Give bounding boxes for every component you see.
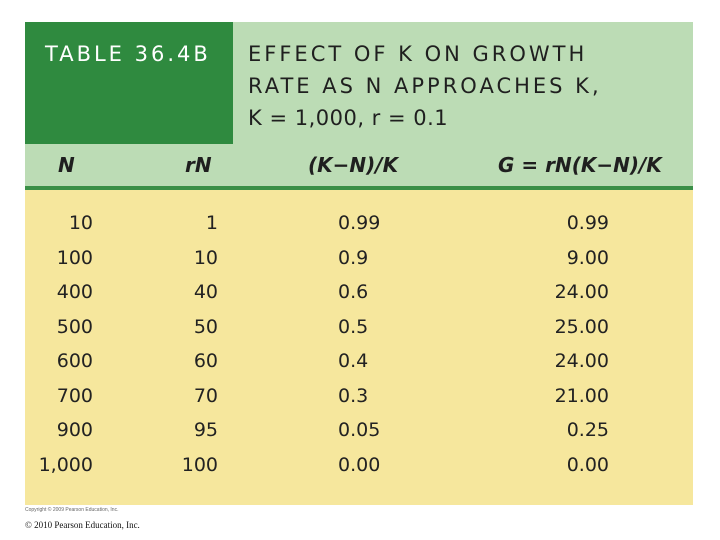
table-row: 500 50 0.5 25.00 bbox=[25, 312, 693, 347]
table-title-line-2: RATE AS N APPROACHES K, bbox=[248, 74, 602, 98]
column-header-rn: rN bbox=[185, 153, 212, 177]
cell-growth: 0.25 bbox=[566, 419, 609, 441]
cell-ratio: 0.5 bbox=[338, 315, 369, 338]
cell-n: 600 bbox=[56, 350, 93, 372]
cell-n: 10 bbox=[68, 212, 93, 234]
cell-ratio: 0.4 bbox=[338, 350, 369, 372]
cell-growth: 25.00 bbox=[554, 315, 609, 338]
cell-n: 900 bbox=[56, 419, 93, 441]
cell-ratio: 0.99 bbox=[338, 212, 381, 234]
cell-ratio: 0.05 bbox=[338, 419, 381, 441]
table-label-box: TABLE 36.4B bbox=[25, 22, 233, 144]
cell-rn: 70 bbox=[193, 384, 218, 407]
column-header-growth-rate: G = rN(K−N)/K bbox=[498, 153, 662, 177]
cell-rn: 50 bbox=[193, 315, 218, 338]
table-body: 10 1 0.99 0.99 100 10 0.9 9.00 400 40 0.… bbox=[25, 208, 693, 484]
cell-growth: 21.00 bbox=[554, 384, 609, 407]
cell-rn: 95 bbox=[193, 419, 218, 441]
cell-rn: 100 bbox=[181, 453, 218, 476]
cell-n: 700 bbox=[56, 384, 93, 407]
table-row: 100 10 0.9 9.00 bbox=[25, 243, 693, 278]
table-card: TABLE 36.4B EFFECT OF K ON GROWTH RATE A… bbox=[25, 22, 693, 505]
table-row: 600 60 0.4 24.00 bbox=[25, 346, 693, 381]
cell-growth: 0.00 bbox=[566, 453, 609, 476]
cell-n: 500 bbox=[56, 315, 93, 338]
table-row: 700 70 0.3 21.00 bbox=[25, 381, 693, 416]
cell-growth: 9.00 bbox=[566, 246, 609, 269]
table-title-box: EFFECT OF K ON GROWTH RATE AS N APPROACH… bbox=[233, 22, 693, 144]
cell-n: 400 bbox=[56, 281, 93, 303]
small-copyright-notice: Copyright © 2009 Pearson Education, Inc. bbox=[25, 507, 119, 513]
cell-rn: 1 bbox=[205, 212, 218, 234]
cell-n: 1,000 bbox=[38, 453, 93, 476]
cell-rn: 40 bbox=[193, 281, 218, 303]
table-row: 400 40 0.6 24.00 bbox=[25, 277, 693, 312]
cell-rn: 60 bbox=[193, 350, 218, 372]
table-row: 10 1 0.99 0.99 bbox=[25, 208, 693, 243]
cell-rn: 10 bbox=[193, 246, 218, 269]
table-row: 1,000 100 0.00 0.00 bbox=[25, 450, 693, 485]
table-title-line-1: EFFECT OF K ON GROWTH bbox=[248, 42, 588, 66]
cell-growth: 24.00 bbox=[554, 281, 609, 303]
cell-growth: 24.00 bbox=[554, 350, 609, 372]
header-rule bbox=[25, 186, 693, 190]
cell-growth: 0.99 bbox=[566, 212, 609, 234]
copyright-notice: © 2010 Pearson Education, Inc. bbox=[25, 520, 140, 530]
table-row: 900 95 0.05 0.25 bbox=[25, 415, 693, 450]
table-label: TABLE 36.4B bbox=[45, 42, 211, 66]
cell-n: 100 bbox=[56, 246, 93, 269]
cell-ratio: 0.6 bbox=[338, 281, 369, 303]
cell-ratio: 0.3 bbox=[338, 384, 369, 407]
column-header-row: N rN (K−N)/K G = rN(K−N)/K bbox=[25, 144, 693, 186]
table-title-line-3: K = 1,000, r = 0.1 bbox=[248, 106, 449, 130]
column-header-n: N bbox=[58, 153, 75, 177]
cell-ratio: 0.9 bbox=[338, 246, 369, 269]
cell-ratio: 0.00 bbox=[338, 453, 381, 476]
column-header-k-minus-n-over-k: (K−N)/K bbox=[308, 153, 399, 177]
